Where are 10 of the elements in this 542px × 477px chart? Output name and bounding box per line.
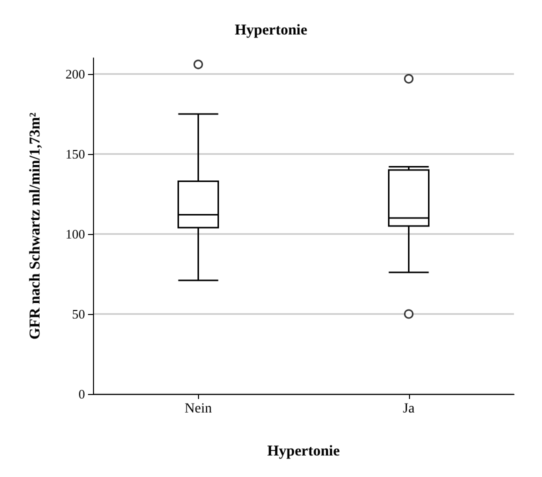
- y-tick-label: 100: [66, 226, 85, 242]
- x-tick-label: Nein: [184, 402, 212, 416]
- x-tick-label: Ja: [402, 402, 416, 416]
- y-axis-title: GFR nach Schwartz ml/min/1,73m²: [28, 112, 44, 340]
- y-tick-label: 150: [66, 146, 85, 162]
- y-tick-label: 200: [66, 66, 85, 82]
- chart-title: Hypertonie: [234, 22, 308, 38]
- x-axis-title: Hypertonie: [267, 444, 340, 460]
- y-tick-label: 50: [72, 306, 85, 322]
- y-tick-label: 0: [78, 386, 85, 402]
